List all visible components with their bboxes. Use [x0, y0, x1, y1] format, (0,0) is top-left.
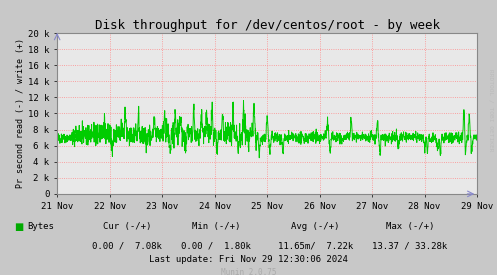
Title: Disk throughput for /dev/centos/root - by week: Disk throughput for /dev/centos/root - b…	[94, 19, 440, 32]
Text: Cur (-/+): Cur (-/+)	[102, 222, 151, 231]
Text: Bytes: Bytes	[27, 222, 54, 231]
Text: 13.37 / 33.28k: 13.37 / 33.28k	[372, 242, 448, 251]
Text: Max (-/+): Max (-/+)	[386, 222, 434, 231]
Text: Min (-/+): Min (-/+)	[192, 222, 241, 231]
Text: Last update: Fri Nov 29 12:30:06 2024: Last update: Fri Nov 29 12:30:06 2024	[149, 255, 348, 264]
Y-axis label: Pr second read (-) / write (+): Pr second read (-) / write (+)	[16, 39, 25, 188]
Text: Avg (-/+): Avg (-/+)	[291, 222, 340, 231]
Text: Munin 2.0.75: Munin 2.0.75	[221, 268, 276, 275]
Text: ■: ■	[14, 222, 23, 232]
Text: 0.00 /  7.08k: 0.00 / 7.08k	[92, 242, 162, 251]
Text: 0.00 /  1.80k: 0.00 / 1.80k	[181, 242, 251, 251]
Text: 11.65m/  7.22k: 11.65m/ 7.22k	[278, 242, 353, 251]
Text: RRDTOOL / TOBI OETIKER: RRDTOOL / TOBI OETIKER	[489, 69, 494, 151]
